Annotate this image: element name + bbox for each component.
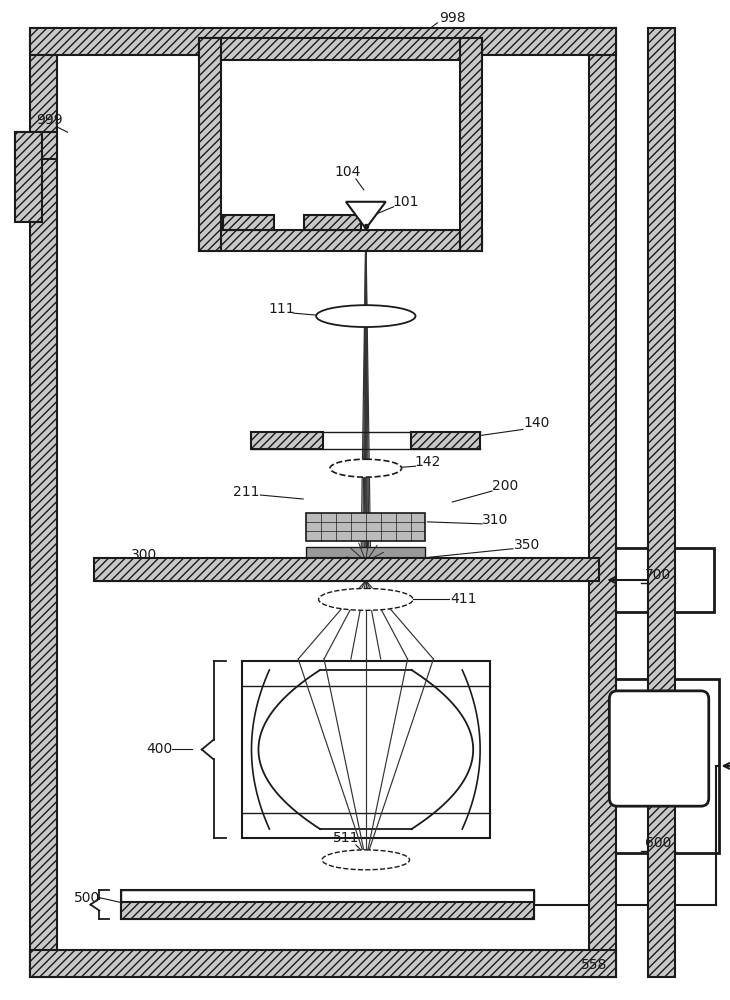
- Polygon shape: [346, 202, 385, 229]
- Bar: [410, 432, 480, 449]
- Bar: [220, 60, 460, 230]
- Bar: [599, 679, 719, 853]
- Ellipse shape: [330, 459, 402, 477]
- Text: 558: 558: [581, 958, 607, 972]
- Text: 400: 400: [146, 742, 172, 756]
- Bar: [604, 548, 714, 612]
- Bar: [199, 38, 482, 60]
- Text: 200: 200: [492, 479, 518, 493]
- Bar: [306, 547, 426, 564]
- Text: 350: 350: [514, 538, 540, 552]
- Bar: [15, 132, 42, 222]
- Text: 411: 411: [450, 592, 477, 606]
- Text: 999: 999: [36, 113, 63, 127]
- Text: 300: 300: [131, 548, 157, 562]
- Text: 104: 104: [335, 165, 361, 179]
- Bar: [30, 950, 616, 977]
- Ellipse shape: [316, 305, 415, 327]
- Bar: [199, 230, 482, 251]
- Text: 111: 111: [268, 302, 295, 316]
- Bar: [223, 215, 274, 230]
- Text: 511: 511: [333, 831, 359, 845]
- Text: 101: 101: [392, 195, 419, 209]
- Bar: [121, 890, 534, 902]
- Bar: [648, 28, 675, 977]
- Ellipse shape: [318, 588, 413, 610]
- Text: 600: 600: [645, 836, 672, 850]
- Bar: [590, 28, 616, 977]
- Bar: [306, 513, 426, 541]
- Bar: [15, 132, 57, 159]
- Bar: [242, 661, 490, 838]
- Bar: [30, 28, 616, 55]
- Ellipse shape: [322, 850, 410, 870]
- Text: 998: 998: [439, 11, 466, 25]
- Text: 142: 142: [414, 455, 441, 469]
- Bar: [121, 890, 534, 919]
- Bar: [252, 432, 323, 449]
- FancyBboxPatch shape: [610, 691, 709, 806]
- Bar: [304, 215, 361, 230]
- Text: 310: 310: [482, 513, 508, 527]
- Text: 211: 211: [234, 485, 260, 499]
- Text: 500: 500: [74, 891, 101, 905]
- Bar: [460, 38, 482, 251]
- Bar: [94, 558, 599, 581]
- Bar: [199, 38, 220, 251]
- Bar: [30, 28, 57, 977]
- Text: 140: 140: [523, 416, 550, 430]
- Text: 700: 700: [645, 568, 671, 582]
- Bar: [121, 902, 534, 919]
